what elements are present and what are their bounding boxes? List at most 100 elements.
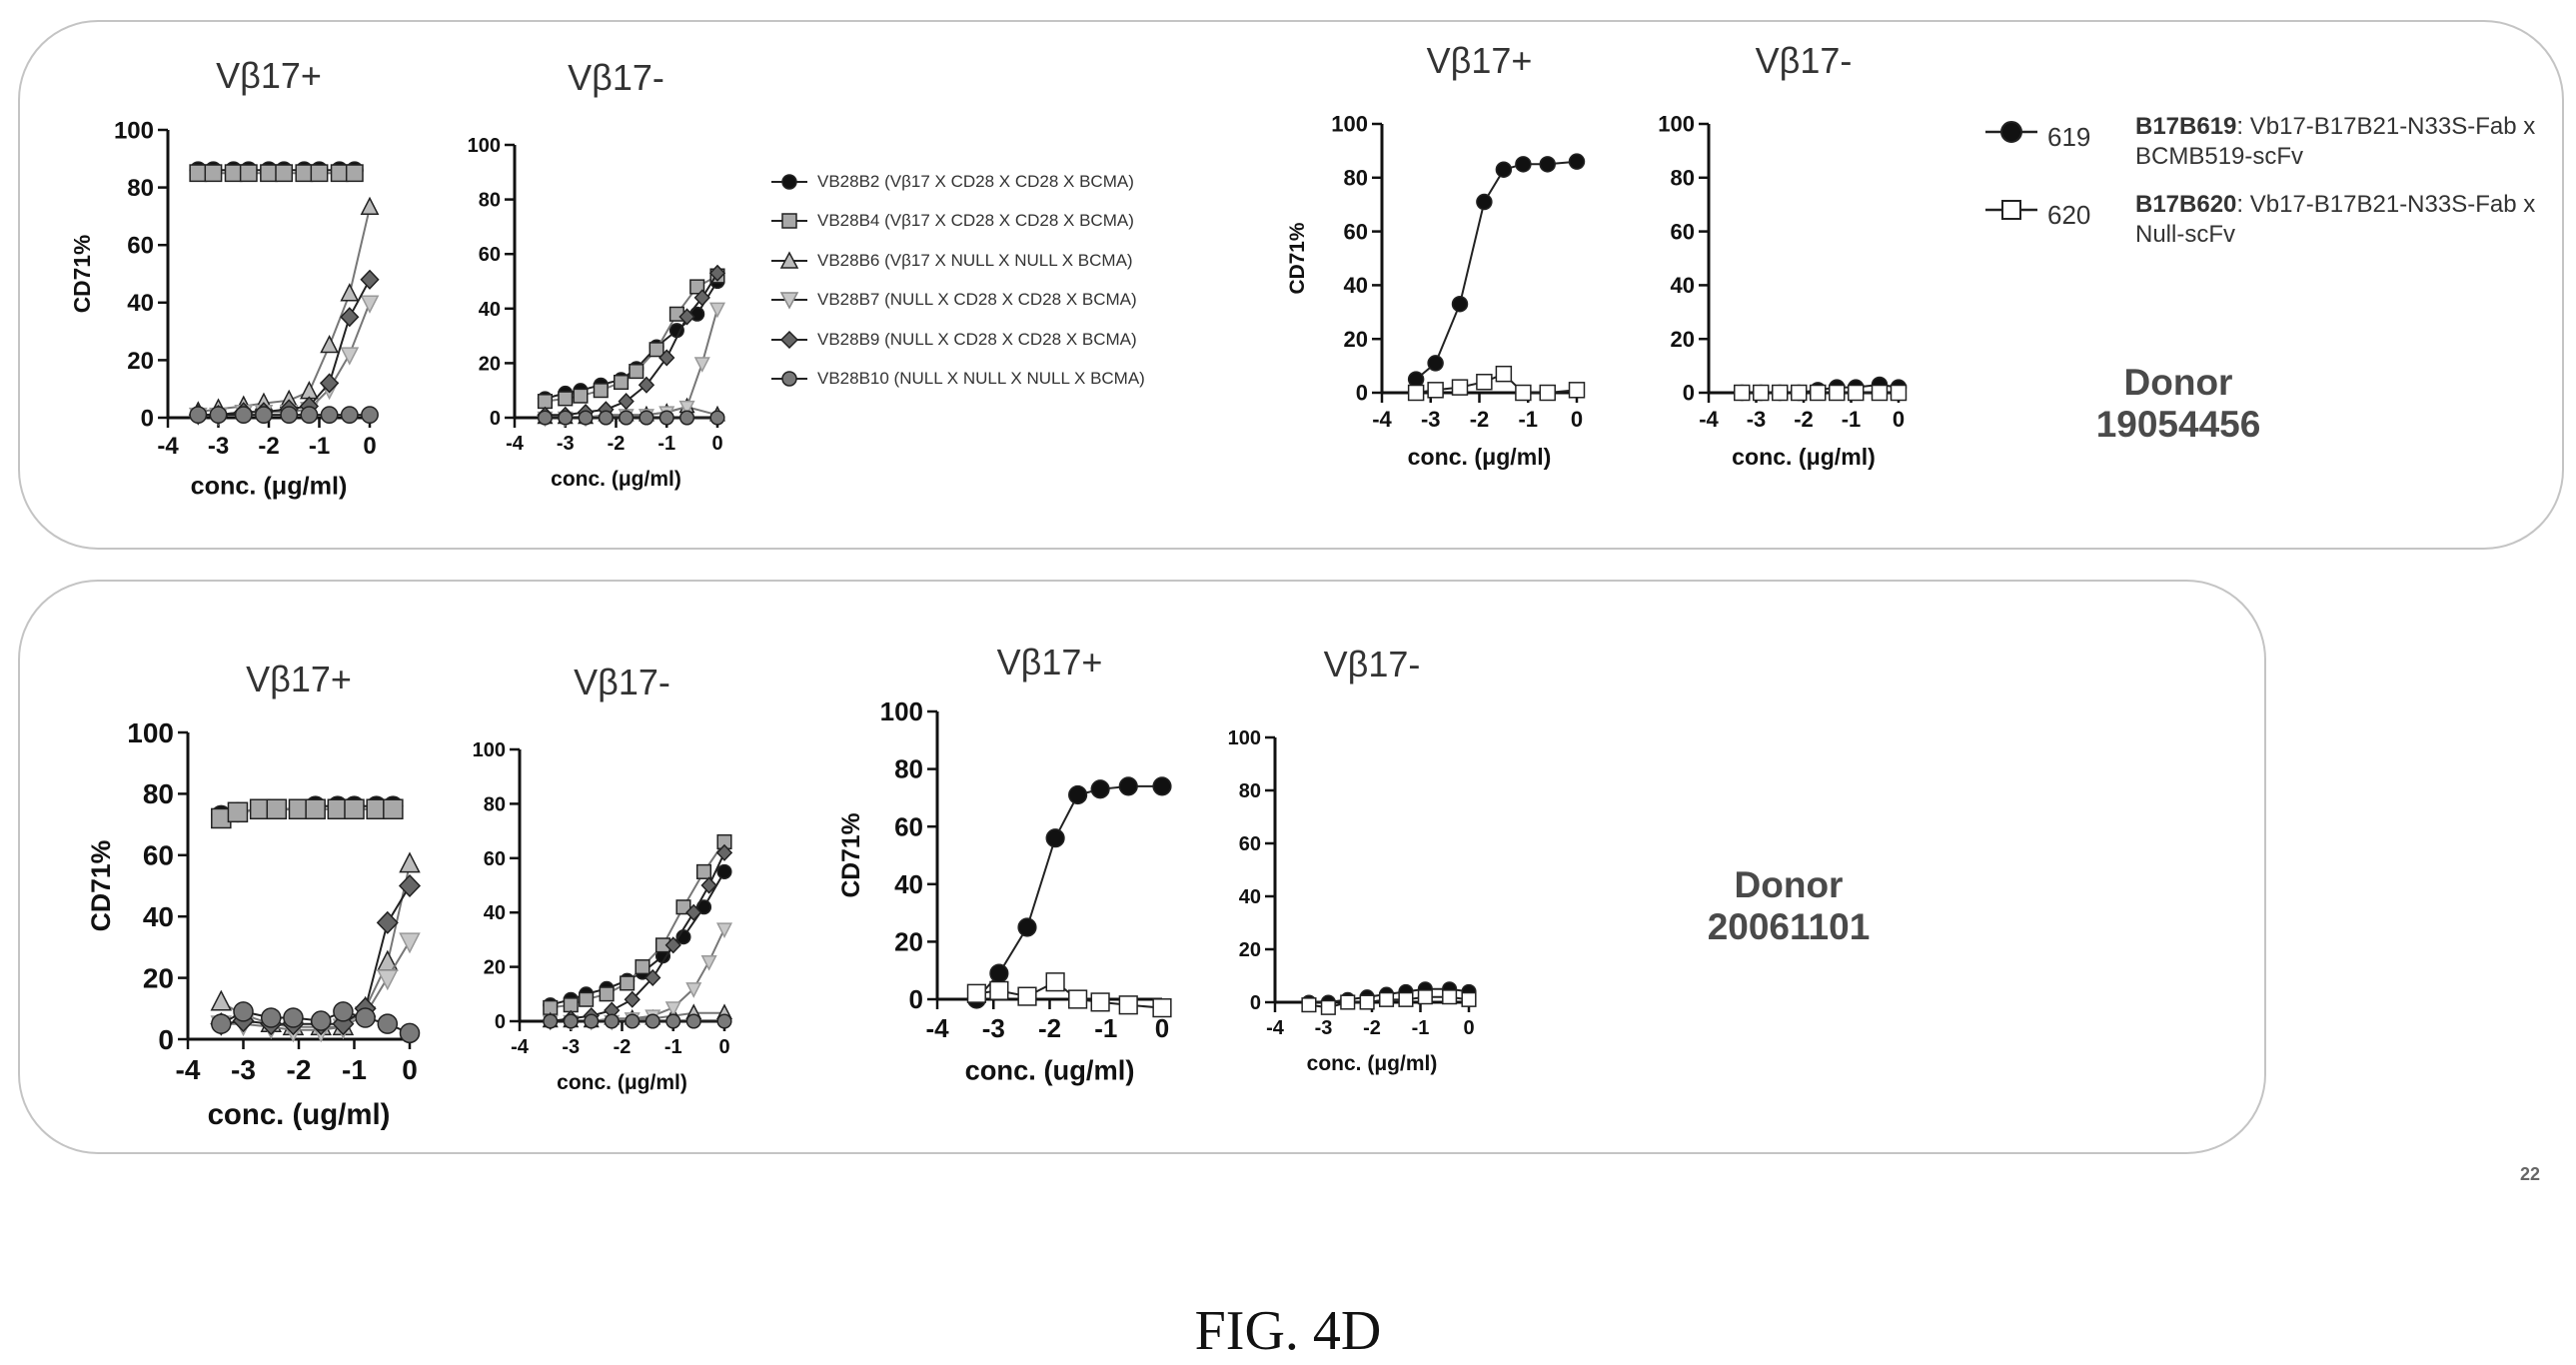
data-point [333, 1001, 354, 1022]
x-tick-label: -4 [157, 433, 179, 460]
data-point [1451, 379, 1469, 396]
legend-code: 619 [2047, 122, 2091, 152]
data-point [234, 406, 253, 425]
x-tick-label: -1 [1412, 1017, 1430, 1039]
x-tick-label: -2 [258, 433, 279, 460]
chart-title: Vβ17- [574, 662, 670, 702]
x-axis-label: conc. (μg/ml) [1307, 1052, 1438, 1075]
donor-label-2: Donor 20061101 [1707, 864, 1871, 947]
x-tick-label: -4 [1266, 1017, 1285, 1039]
x-tick-label: -3 [557, 433, 575, 455]
y-axis-label: CD71% [86, 840, 116, 932]
x-tick-label: 0 [1571, 407, 1583, 432]
data-point [275, 164, 294, 183]
data-point [189, 406, 208, 425]
data-point [1495, 365, 1513, 383]
donor-panel-2 [18, 580, 2266, 1154]
chart-title: Vβ17- [1756, 40, 1853, 81]
y-tick-label: 40 [143, 901, 174, 932]
y-tick-label: 60 [127, 233, 154, 260]
data-point [1539, 384, 1556, 402]
series-1 [966, 776, 1172, 1009]
data-point [340, 283, 360, 302]
data-point [204, 164, 223, 183]
x-tick-label: 0 [1893, 407, 1905, 432]
legend-desc: B17B619: Vb17-B17B21-N33S-Fab x BCMB519-… [2135, 112, 2555, 172]
legend-item: VB28B10 (NULL X NULL X NULL X BCMA) [769, 360, 1145, 400]
data-point [260, 1007, 282, 1028]
data-point [644, 968, 661, 987]
x-tick-label: -3 [1421, 407, 1441, 432]
chart-3: 0 20 40 60 80 100 -4 -3 -2 -1 0 conc. (μg/ml) CD71% V… [1286, 40, 1586, 470]
data-point [1090, 992, 1110, 1012]
y-tick-label: 80 [894, 754, 923, 784]
data-point [675, 899, 691, 915]
x-tick-label: -1 [657, 433, 675, 455]
data-point [558, 410, 574, 426]
legend-label: VB28B6 (Vβ17 X NULL X NULL X BCMA) [817, 250, 1133, 270]
y-axis-label: CD71% [1286, 222, 1309, 294]
data-point [1451, 296, 1469, 313]
data-point [693, 357, 710, 373]
y-tick-label: 0 [141, 405, 154, 432]
y-tick-label: 80 [1239, 780, 1261, 802]
data-point [1515, 156, 1532, 173]
x-axis-label: conc. (μg/ml) [551, 468, 681, 491]
chart-5: 0 20 40 60 80 100 -4 -3 -2 -1 0 conc. (ug/ml) CD71% V… [86, 659, 422, 1131]
y-tick-label: 20 [143, 962, 174, 993]
legend-marker [771, 371, 807, 387]
y-tick-label: 20 [1671, 327, 1695, 352]
data-point [1515, 384, 1532, 402]
data-point [685, 982, 702, 998]
y-tick-label: 20 [127, 348, 154, 375]
legend-constructs: VB28B2 (Vβ17 X CD28 X CD28 X BCMA) VB28B… [769, 162, 1145, 399]
x-tick-label: 0 [1155, 1013, 1169, 1043]
data-point [189, 164, 208, 183]
y-tick-label: 0 [1250, 992, 1261, 1014]
x-tick-label: -1 [1094, 1013, 1117, 1043]
data-point [1359, 994, 1375, 1010]
y-axis-label: CD71% [838, 812, 865, 897]
series-line [545, 280, 718, 400]
data-point [1417, 989, 1433, 1005]
y-tick-label: 40 [479, 299, 501, 321]
data-point [625, 1013, 641, 1029]
data-point [700, 876, 717, 894]
chart-2: 0 20 40 60 80 100 -4 -3 -2 -1 0 conc. (μg/ml) Vβ17- [468, 57, 726, 491]
chart-title: Vβ17+ [246, 659, 352, 699]
y-tick-label: 40 [1239, 886, 1261, 908]
data-point [648, 342, 664, 358]
y-tick-label: 20 [894, 927, 923, 957]
data-point [1090, 779, 1110, 799]
x-tick-label: -1 [342, 1054, 367, 1085]
y-axis-label: CD71% [69, 235, 95, 314]
y-tick-label: 100 [880, 696, 923, 726]
series-line [221, 884, 411, 1025]
data-point [578, 410, 594, 426]
x-tick-label: -1 [1518, 407, 1538, 432]
x-tick-label: -4 [1372, 407, 1392, 432]
data-point [1442, 989, 1458, 1005]
data-point [340, 347, 360, 366]
data-point [399, 1022, 421, 1044]
y-tick-label: 40 [1344, 273, 1368, 298]
data-point [639, 410, 654, 426]
data-point [1017, 917, 1037, 937]
data-point [255, 406, 273, 425]
legend-molecules: 619 B17B619: Vb17-B17B21-N33S-Fab x BCMB… [1983, 112, 2555, 268]
x-tick-label: 0 [402, 1054, 418, 1085]
y-tick-label: 60 [1239, 833, 1261, 855]
x-axis-label: conc. (μg/ml) [1732, 444, 1876, 470]
series-line [545, 275, 718, 403]
page-number: 22 [2520, 1164, 2541, 1184]
data-point [543, 1013, 559, 1029]
data-point [398, 873, 422, 898]
data-point [1495, 161, 1513, 178]
data-point [584, 1013, 600, 1029]
data-point [1476, 193, 1493, 211]
data-point [1461, 991, 1477, 1007]
data-point [1871, 384, 1889, 402]
data-point [1539, 156, 1556, 173]
x-tick-label: -3 [562, 1036, 580, 1058]
data-point [664, 936, 681, 954]
